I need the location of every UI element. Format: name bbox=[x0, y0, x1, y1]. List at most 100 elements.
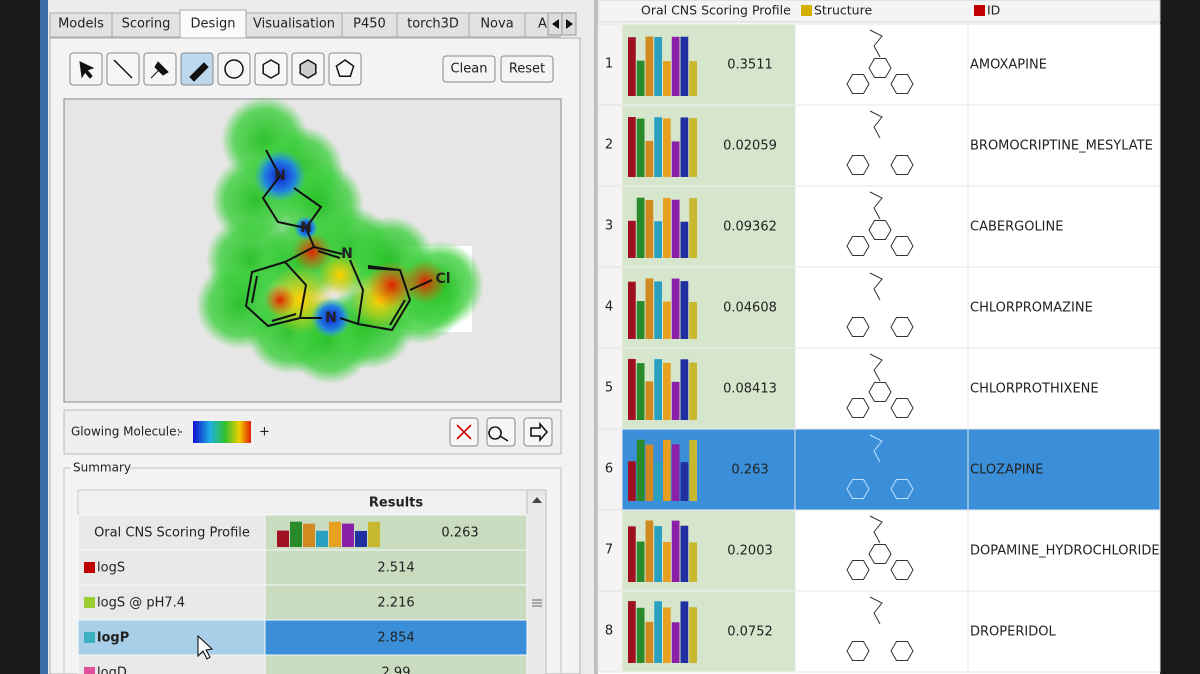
result-name-cell[interactable] bbox=[77, 584, 266, 621]
profile-bar bbox=[645, 520, 654, 582]
result-value-cell[interactable] bbox=[264, 619, 528, 656]
profile-bar bbox=[654, 601, 662, 663]
compound-id[interactable]: CABERGOLINE bbox=[970, 220, 1063, 235]
row-number-cell bbox=[597, 23, 623, 106]
column-header[interactable]: Oral CNS Scoring Profile bbox=[641, 3, 791, 18]
profile-bar bbox=[671, 622, 680, 663]
structure-ring bbox=[846, 479, 870, 499]
profile-bar bbox=[663, 61, 671, 96]
cursor bbox=[197, 634, 214, 660]
profile-bar bbox=[654, 281, 662, 339]
profile-bar bbox=[636, 60, 645, 96]
profile-bar bbox=[689, 61, 697, 96]
structure-ring bbox=[846, 74, 870, 94]
result-value-cell[interactable] bbox=[264, 584, 528, 621]
button[interactable] bbox=[500, 55, 554, 83]
id-cell[interactable] bbox=[967, 266, 1161, 349]
id-cell[interactable] bbox=[967, 347, 1161, 430]
result-name-cell[interactable] bbox=[77, 619, 266, 656]
tool-button[interactable] bbox=[328, 52, 362, 86]
structure-chain bbox=[869, 434, 883, 463]
heat bbox=[368, 261, 416, 309]
id-cell[interactable] bbox=[967, 428, 1161, 511]
tool-icon bbox=[150, 61, 169, 79]
tab[interactable] bbox=[245, 12, 343, 38]
tab[interactable] bbox=[396, 12, 470, 38]
structure-ring bbox=[890, 479, 914, 499]
compound-id[interactable]: CHLORPROTHIXENE bbox=[970, 382, 1099, 397]
legend-min: - bbox=[178, 425, 183, 440]
compound-id[interactable]: DOPAMINE_HYDROCHLORIDE bbox=[970, 544, 1160, 559]
structure-ring bbox=[868, 220, 892, 240]
row-number-cell bbox=[597, 104, 623, 187]
heat bbox=[264, 284, 296, 316]
button-label: Clean bbox=[451, 62, 488, 77]
compound-id[interactable]: CHLORPROMAZINE bbox=[970, 301, 1093, 316]
structure-cell[interactable] bbox=[794, 104, 969, 187]
id-cell[interactable] bbox=[967, 104, 1161, 187]
structure-chain bbox=[869, 353, 883, 382]
structure-cell[interactable] bbox=[794, 509, 969, 592]
result-value: 2.99 bbox=[382, 666, 411, 674]
row-number: 2 bbox=[605, 138, 613, 153]
result-value-cell[interactable] bbox=[264, 654, 528, 674]
tab[interactable] bbox=[468, 12, 526, 38]
structure-cell[interactable] bbox=[794, 266, 969, 349]
button-label: Reset bbox=[509, 62, 545, 77]
atom-label: N bbox=[325, 310, 337, 326]
scroll-grip bbox=[532, 599, 542, 607]
compound-id[interactable]: DROPERIDOL bbox=[970, 625, 1056, 640]
profile-bar bbox=[645, 381, 654, 420]
tool-button[interactable] bbox=[217, 52, 251, 86]
result-name-cell[interactable] bbox=[77, 549, 266, 586]
profile-bar bbox=[663, 301, 671, 339]
tool-button[interactable] bbox=[180, 52, 214, 86]
row-number: 6 bbox=[605, 462, 613, 477]
structure-chain bbox=[869, 596, 883, 625]
id-cell[interactable] bbox=[967, 185, 1161, 268]
icon bbox=[530, 421, 549, 443]
column-header[interactable]: Structure bbox=[814, 3, 872, 18]
id-cell[interactable] bbox=[967, 23, 1161, 106]
result-value: 2.216 bbox=[377, 596, 414, 611]
profile-bar bbox=[645, 140, 654, 177]
profile-bar bbox=[680, 36, 689, 96]
row-number-cell bbox=[597, 590, 623, 673]
compound-id[interactable]: CLOZAPINE bbox=[970, 463, 1044, 478]
structure-cell[interactable] bbox=[794, 590, 969, 673]
button[interactable] bbox=[442, 55, 496, 83]
result-name: logD bbox=[97, 666, 127, 674]
score: 0.02059 bbox=[723, 139, 777, 154]
structure-cell[interactable] bbox=[794, 23, 969, 106]
structure-cell[interactable] bbox=[794, 428, 969, 511]
result-color bbox=[84, 597, 95, 608]
profile-bar bbox=[654, 117, 662, 177]
id-cell[interactable] bbox=[967, 590, 1161, 673]
tool-icon bbox=[335, 59, 355, 78]
tool-icon bbox=[299, 59, 317, 79]
profile-bar bbox=[680, 525, 689, 582]
result-value-cell[interactable] bbox=[264, 549, 528, 586]
scrollbar[interactable] bbox=[526, 489, 547, 674]
splitter[interactable] bbox=[594, 0, 598, 674]
profile-bar bbox=[303, 523, 315, 547]
profile-bar bbox=[671, 520, 680, 582]
tab-label: A bbox=[538, 17, 547, 32]
column-header[interactable]: ID bbox=[987, 3, 1000, 18]
profile-bar bbox=[645, 200, 654, 258]
profile-bar bbox=[636, 607, 645, 663]
compound-id[interactable]: BROMOCRIPTINE_MESYLATE bbox=[970, 139, 1153, 154]
tool-button[interactable] bbox=[254, 52, 288, 86]
profile-bar bbox=[628, 526, 636, 582]
tab[interactable] bbox=[49, 12, 113, 38]
result-name: logP bbox=[97, 631, 129, 646]
structure-cell[interactable] bbox=[794, 347, 969, 430]
icon-button[interactable] bbox=[523, 417, 553, 447]
structure-ring bbox=[846, 236, 870, 256]
structure-chain bbox=[869, 110, 883, 139]
profile-bar bbox=[689, 302, 697, 339]
compound-id[interactable]: AMOXAPINE bbox=[970, 58, 1047, 73]
id-cell[interactable] bbox=[967, 509, 1161, 592]
tab[interactable] bbox=[341, 12, 398, 38]
structure-ring bbox=[890, 560, 914, 580]
